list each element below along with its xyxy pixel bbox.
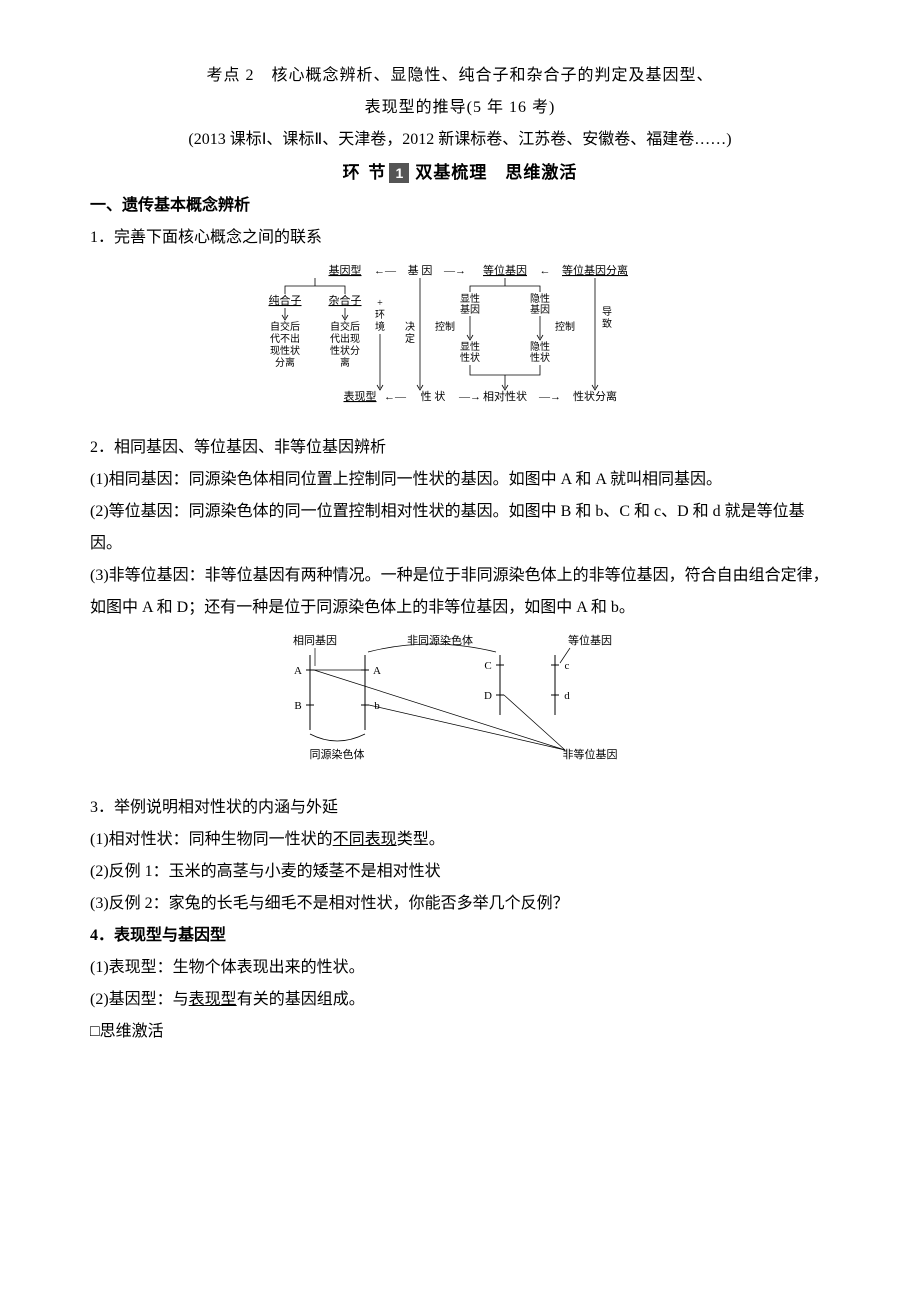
node-cause: 导 — [602, 306, 612, 318]
svg-text:基因: 基因 — [460, 303, 480, 316]
locus-A2: A — [373, 665, 381, 677]
node-phenotype: 表现型 — [344, 389, 377, 403]
heading-level1: 一、遗传基本概念辨析 — [90, 190, 830, 222]
item-3-p2: (2)反例 1：玉米的高茎与小麦的矮茎不是相对性状 — [90, 856, 830, 888]
svg-text:代不出: 代不出 — [270, 332, 300, 345]
node-relative-trait: 相对性状 — [483, 389, 527, 403]
node-environment: 环 — [375, 310, 385, 321]
node-recessive-trait: 隐性 — [530, 340, 550, 353]
svg-text:境: 境 — [375, 320, 385, 333]
node-dominant-trait: 显性 — [460, 340, 480, 353]
svg-text:代出现: 代出现 — [330, 332, 360, 345]
chromosome-diagram: 相同基因 非同源染色体 等位基因 A A B b C c D d — [90, 630, 830, 782]
node-trait: 性 状 — [421, 389, 446, 403]
item-4-p2: (2)基因型：与表现型有关的基因组成。 — [90, 984, 830, 1016]
node-selfing-seg: 自交后 — [330, 320, 360, 333]
item-2-title: 2．相同基因、等位基因、非等位基因辨析 — [90, 432, 830, 464]
section-subtitle: 双基梳理 思维激活 — [415, 156, 577, 190]
svg-text:性状: 性状 — [530, 351, 550, 364]
arrow-icon: ←— — [374, 265, 397, 277]
arrow-icon: —→ — [443, 265, 466, 277]
svg-text:离: 离 — [340, 356, 350, 369]
item-2-p3: (3)非等位基因：非等位基因有两种情况。一种是位于非同源染色体上的非等位基因，符… — [90, 560, 830, 624]
item-3-p1: (1)相对性状：同种生物同一性状的不同表现类型。 — [90, 824, 830, 856]
svg-text:致: 致 — [602, 317, 612, 330]
node-trait-separation: 性状分离 — [573, 389, 617, 403]
section-prefix: 环 节 — [343, 156, 388, 190]
arrow-icon: ← — [540, 265, 551, 277]
section-number-icon: 1 — [389, 163, 409, 183]
svg-text:定: 定 — [405, 332, 415, 345]
item-4-p1: (1)表现型：生物个体表现出来的性状。 — [90, 952, 830, 984]
concept-diagram-1: 基因型 ←— 基 因 —→ 等位基因 ← 等位基因分离 纯合子 杂合子 自交后 … — [90, 260, 830, 422]
exam-sources: (2013 课标Ⅰ、课标Ⅱ、天津卷，2012 新课标卷、江苏卷、安徽卷、福建卷…… — [90, 124, 830, 156]
label-allele: 等位基因 — [568, 633, 612, 647]
footer-prompt: □思维激活 — [90, 1016, 830, 1048]
locus-C: C — [484, 660, 491, 672]
svg-text:性状: 性状 — [460, 351, 480, 364]
locus-D: D — [484, 690, 492, 702]
node-gene: 基 因 — [408, 264, 433, 277]
svg-text:现性状: 现性状 — [270, 344, 300, 357]
svg-text:基因: 基因 — [530, 303, 550, 316]
node-control: 控制 — [435, 320, 455, 333]
node-allele: 等位基因 — [483, 263, 527, 277]
svg-text:分离: 分离 — [275, 356, 295, 369]
label-identical-gene: 相同基因 — [293, 634, 337, 647]
locus-b: b — [374, 700, 380, 712]
item-3-title: 3．举例说明相对性状的内涵与外延 — [90, 792, 830, 824]
node-recessive-gene: 隐性 — [530, 292, 550, 305]
item-3-p3: (3)反例 2：家兔的长毛与细毛不是相对性状，你能否多举几个反例？ — [90, 888, 830, 920]
node-determine: 决 — [405, 321, 415, 333]
underline-text: 表现型 — [189, 991, 237, 1008]
node-dominant-gene: 显性 — [460, 292, 480, 305]
underline-text: 不同表现 — [333, 831, 397, 848]
arrow-icon: —→ — [458, 391, 481, 403]
section-badge: 环 节 1 双基梳理 思维激活 — [90, 156, 830, 190]
node-homozygote: 纯合子 — [269, 293, 302, 307]
label-non-allele: 非等位基因 — [563, 747, 618, 761]
locus-c: c — [565, 660, 570, 672]
arrow-icon: ←— — [384, 391, 407, 403]
locus-A: A — [294, 665, 302, 677]
item-1-title: 1．完善下面核心概念之间的联系 — [90, 222, 830, 254]
label-homologous: 同源染色体 — [310, 747, 365, 761]
node-heterozygote: 杂合子 — [329, 293, 362, 307]
doc-title-line2: 表现型的推导(5 年 16 考) — [90, 92, 830, 124]
node-allele-separation: 等位基因分离 — [562, 263, 628, 277]
item-2-p1: (1)相同基因：同源染色体相同位置上控制同一性状的基因。如图中 A 和 A 就叫… — [90, 464, 830, 496]
locus-d: d — [564, 690, 570, 702]
svg-text:控制: 控制 — [555, 320, 575, 333]
locus-B: B — [294, 700, 301, 712]
doc-title-line1: 考点 2 核心概念辨析、显隐性、纯合子和杂合子的判定及基因型、 — [90, 60, 830, 92]
item-4-title: 4．表现型与基因型 — [90, 920, 830, 952]
arrow-icon: —→ — [538, 391, 561, 403]
node-genotype: 基因型 — [329, 263, 362, 277]
node-selfing-no-seg: 自交后 — [270, 320, 300, 333]
item-2-p2: (2)等位基因：同源染色体的同一位置控制相对性状的基因。如图中 B 和 b、C … — [90, 496, 830, 560]
label-non-homologous: 非同源染色体 — [407, 633, 473, 647]
svg-text:性状分: 性状分 — [330, 344, 360, 357]
svg-text:+: + — [377, 298, 383, 309]
